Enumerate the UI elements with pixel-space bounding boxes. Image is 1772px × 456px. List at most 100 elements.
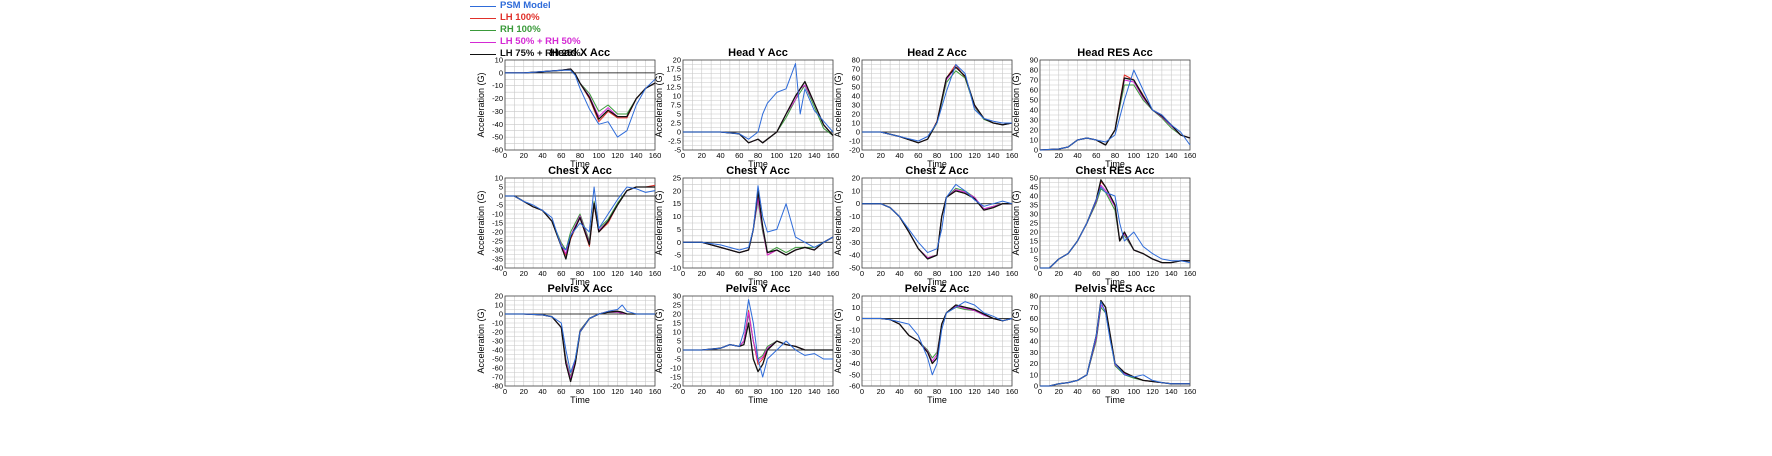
chart-panel: 0 20 40 60 80 100 120 140 160302520151050-5-10-1… xyxy=(654,283,839,405)
x-tick-label: 100 xyxy=(770,151,783,160)
chart-title: Chest Z Acc xyxy=(905,165,968,177)
x-tick-label: 120 xyxy=(968,151,981,160)
y-tick-label: 40 xyxy=(1030,337,1038,346)
chart-panel: 0 20 40 60 80 100 120 140 1605045403530252015105… xyxy=(1011,165,1196,287)
series-line xyxy=(1040,301,1190,387)
x-tick-label: 120 xyxy=(1146,269,1159,278)
y-tick-label: -60 xyxy=(492,364,503,373)
chart-panel: 0 20 40 60 80 100 120 140 1601050-5-10-15-20-25-… xyxy=(476,165,661,287)
series-line xyxy=(862,183,1013,254)
x-tick-label: 140 xyxy=(808,151,821,160)
x-tick-label: 20 xyxy=(877,387,885,396)
series-line xyxy=(1040,186,1191,269)
x-tick-label: 40 xyxy=(1073,269,1081,278)
x-tick-label: 140 xyxy=(987,269,1000,278)
y-tick-label: 30 xyxy=(1030,116,1038,125)
plot-frame xyxy=(504,177,656,269)
x-tick-label: 40 xyxy=(716,151,724,160)
x-tick-label: 0 xyxy=(1038,387,1042,396)
chart-title: Pelvis Y Acc xyxy=(726,283,791,295)
y-tick-label: 50 xyxy=(852,83,860,92)
x-axis-label: Time xyxy=(927,159,947,169)
y-tick-label: -50 xyxy=(492,133,503,142)
y-tick-label: -40 xyxy=(492,120,503,129)
y-axis-label: Acceleration (G) xyxy=(476,72,486,137)
x-tick-label: 120 xyxy=(789,269,802,278)
x-tick-label: 80 xyxy=(754,269,762,278)
x-tick-label: 140 xyxy=(1165,387,1178,396)
x-tick-label: 0 xyxy=(681,269,685,278)
x-tick-label: 120 xyxy=(1146,387,1159,396)
x-tick-label: 120 xyxy=(611,151,624,160)
y-tick-label: -30 xyxy=(849,238,860,247)
y-tick-label: 25 xyxy=(1030,219,1038,228)
y-tick-label: 0 xyxy=(1034,264,1038,273)
y-tick-label: -60 xyxy=(492,146,503,155)
x-tick-label: 60 xyxy=(914,151,922,160)
x-tick-label: 100 xyxy=(592,151,605,160)
y-tick-label: 60 xyxy=(1030,314,1038,323)
x-tick-label: 80 xyxy=(576,151,584,160)
series-line xyxy=(505,186,655,260)
x-tick-label: 140 xyxy=(630,387,643,396)
x-tick-label: 140 xyxy=(630,151,643,160)
y-tick-label: 25 xyxy=(673,174,681,183)
y-tick-label: 70 xyxy=(852,65,860,74)
series-line xyxy=(1039,69,1191,151)
y-tick-label: 10 xyxy=(495,174,503,183)
y-tick-label: 40 xyxy=(1030,106,1038,115)
chart-panel: 0 20 40 60 80 100 120 140 1609080706050403020100… xyxy=(1011,47,1197,169)
y-tick-label: -10 xyxy=(849,212,860,221)
legend-swatch xyxy=(470,18,496,19)
x-tick-label: 120 xyxy=(611,387,624,396)
y-tick-label: 45 xyxy=(1030,183,1038,192)
y-tick-label: 0 xyxy=(1034,146,1038,155)
x-tick-label: 160 xyxy=(1184,151,1197,160)
y-axis-label: Acceleration (G) xyxy=(833,190,843,255)
series-line xyxy=(862,304,1013,365)
y-tick-label: 20 xyxy=(673,56,681,65)
y-axis-label: Acceleration (G) xyxy=(476,308,486,373)
y-tick-label: 20 xyxy=(852,292,860,301)
chart-legend: PSM Model LH 100% RH 100% LH 50% + RH 50% LH… xyxy=(470,0,640,60)
x-tick-label: 160 xyxy=(649,387,662,396)
legend-swatch xyxy=(470,42,496,43)
x-tick-label: 20 xyxy=(520,151,528,160)
y-tick-label: 60 xyxy=(852,74,860,83)
x-tick-label: 60 xyxy=(1092,387,1100,396)
series-line xyxy=(505,304,655,373)
x-tick-label: 0 xyxy=(503,151,507,160)
y-tick-label: 5 xyxy=(677,337,681,346)
y-tick-label: 30 xyxy=(1030,210,1038,219)
y-tick-label: -30 xyxy=(492,337,503,346)
y-tick-label: -2.5 xyxy=(668,137,681,146)
x-tick-label: 100 xyxy=(1127,269,1140,278)
legend-item: LH 75% + RH 25% xyxy=(470,48,640,60)
y-tick-label: -30 xyxy=(492,246,503,255)
y-tick-label: 30 xyxy=(1030,348,1038,357)
y-axis-label: Acceleration (G) xyxy=(1011,308,1021,373)
y-tick-label: 10 xyxy=(495,301,503,310)
y-tick-label: -30 xyxy=(492,107,503,116)
x-tick-label: 120 xyxy=(968,269,981,278)
x-tick-label: 60 xyxy=(557,151,565,160)
series-line xyxy=(505,69,656,138)
series-line xyxy=(862,64,1012,142)
y-tick-label: 80 xyxy=(852,56,860,65)
chart-title: Chest RES Acc xyxy=(1075,165,1154,177)
x-tick-label: 140 xyxy=(1165,151,1178,160)
x-tick-label: 120 xyxy=(1146,151,1159,160)
x-axis-label: Time xyxy=(1105,159,1125,169)
y-tick-label: -20 xyxy=(849,337,860,346)
x-tick-label: 20 xyxy=(877,151,885,160)
x-tick-label: 40 xyxy=(538,151,546,160)
y-tick-label: 0 xyxy=(856,128,860,137)
series-line xyxy=(505,186,656,251)
legend-swatch xyxy=(470,30,496,31)
y-tick-label: 30 xyxy=(852,101,860,110)
x-tick-label: 80 xyxy=(933,269,941,278)
y-axis-label: Acceleration (G) xyxy=(476,190,486,255)
y-tick-label: 0 xyxy=(856,314,860,323)
x-tick-label: 60 xyxy=(735,387,743,396)
y-tick-label: -5 xyxy=(674,251,681,260)
